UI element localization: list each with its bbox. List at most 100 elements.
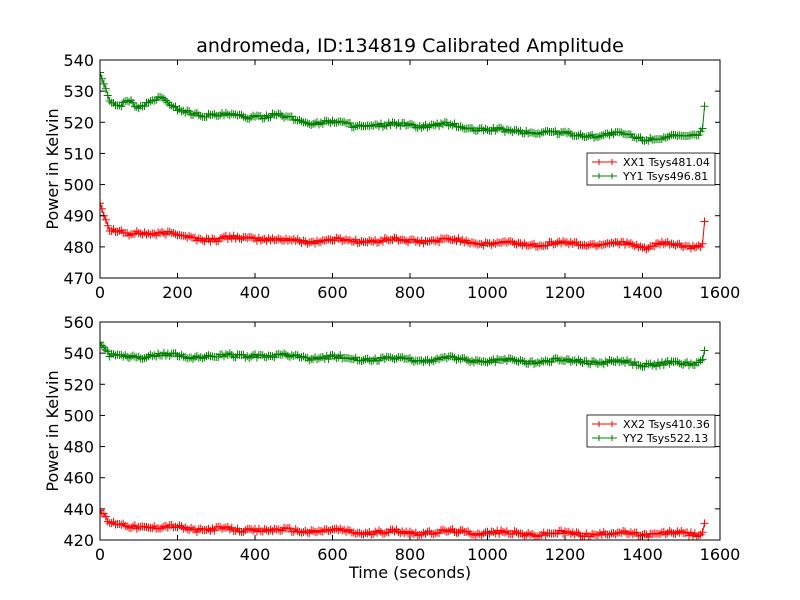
plus-marker (615, 528, 624, 537)
plus-marker (171, 522, 180, 531)
plus-marker (593, 133, 602, 142)
plus-marker (282, 234, 290, 243)
chart-panel-1: 0 200 400 600 800 1000 1200 1400 1600 470 480 490 50… (43, 51, 740, 302)
plus-marker (318, 352, 327, 361)
plus-marker (100, 79, 108, 88)
plus-marker (309, 237, 318, 246)
y-tick-label: 440 (63, 500, 94, 519)
plus-marker (462, 124, 471, 133)
plus-marker (314, 526, 323, 535)
plus-marker (692, 532, 701, 541)
plus-marker (526, 357, 535, 366)
plus-marker (185, 107, 194, 116)
plus-marker (382, 527, 391, 536)
plus-marker (502, 238, 511, 247)
plus-marker (533, 532, 542, 541)
y-tick-label: 540 (63, 51, 94, 70)
plus-marker (685, 131, 693, 140)
plus-marker (419, 528, 428, 537)
plus-marker (293, 116, 302, 125)
plus-marker (156, 92, 165, 101)
plus-marker (679, 243, 688, 252)
plus-marker (433, 236, 442, 245)
plus-marker (311, 119, 320, 128)
plus-marker (665, 132, 674, 141)
plus-marker (402, 121, 411, 130)
legend-label: XX2 Tsys410.36 (623, 418, 710, 431)
plus-marker (373, 528, 382, 537)
plus-marker (437, 119, 445, 128)
plus-marker (698, 355, 707, 364)
plus-marker (247, 232, 256, 241)
plus-marker (673, 240, 682, 249)
plus-marker (316, 237, 325, 246)
plus-marker (487, 240, 496, 249)
plus-marker (187, 233, 196, 242)
plus-marker (392, 120, 401, 129)
plus-marker (570, 356, 579, 365)
plus-marker (225, 111, 234, 120)
plus-marker (235, 527, 244, 536)
x-tick-label: 1600 (700, 283, 741, 302)
plus-marker (433, 354, 442, 363)
plus-marker (661, 358, 670, 367)
plus-marker (657, 135, 666, 144)
y-tick-label: 500 (63, 176, 94, 195)
plus-marker (506, 354, 515, 363)
plus-marker (566, 129, 575, 138)
plus-marker (605, 355, 614, 364)
x-tick-label: 1200 (545, 283, 586, 302)
x-tick-label: 200 (162, 283, 193, 302)
plus-marker (450, 119, 459, 128)
plus-marker (512, 528, 521, 537)
plus-marker (330, 352, 339, 361)
plus-marker (309, 119, 318, 128)
plus-marker (313, 355, 321, 364)
plus-marker (568, 239, 577, 248)
plus-marker (526, 530, 535, 539)
plus-marker (438, 525, 447, 534)
plus-marker (694, 131, 703, 140)
legend-frame (586, 152, 716, 186)
plus-marker (541, 356, 550, 365)
plus-marker (216, 234, 225, 243)
plus-marker (698, 124, 707, 133)
plus-marker (363, 529, 372, 538)
plus-marker (101, 346, 110, 355)
plus-marker (661, 133, 670, 142)
plus-marker (481, 238, 490, 247)
plus-marker (700, 346, 709, 355)
plus-marker (194, 111, 203, 120)
plus-marker (438, 353, 447, 362)
x-tick-label: 400 (240, 545, 271, 564)
plus-marker (406, 119, 414, 128)
plus-marker (375, 526, 383, 535)
plus-marker (268, 352, 277, 361)
plus-marker (553, 238, 562, 247)
plus-marker (528, 128, 537, 137)
plus-marker (435, 355, 444, 364)
plus-marker (652, 362, 661, 371)
plus-marker (404, 354, 413, 363)
plus-marker (508, 355, 517, 364)
x-tick-label: 600 (317, 545, 348, 564)
plus-marker (487, 356, 496, 365)
plus-marker (165, 227, 174, 236)
legend-label: YY1 Tsys496.81 (622, 170, 708, 183)
series-xx2 (100, 506, 709, 542)
plus-marker (448, 121, 457, 130)
plus-marker (450, 235, 459, 244)
x-tick-label: 1400 (622, 545, 663, 564)
plus-marker (458, 526, 467, 535)
legend-marker (596, 173, 615, 179)
plus-marker (471, 356, 480, 365)
x-tick-label: 0 (95, 545, 105, 564)
plus-marker (241, 526, 250, 535)
plus-marker (132, 353, 141, 362)
plus-marker (185, 231, 194, 240)
plus-marker (411, 237, 420, 246)
plus-marker (438, 120, 447, 129)
y-tick-label: 470 (63, 269, 94, 288)
x-tick-label: 1000 (467, 283, 508, 302)
plus-marker (260, 234, 269, 243)
